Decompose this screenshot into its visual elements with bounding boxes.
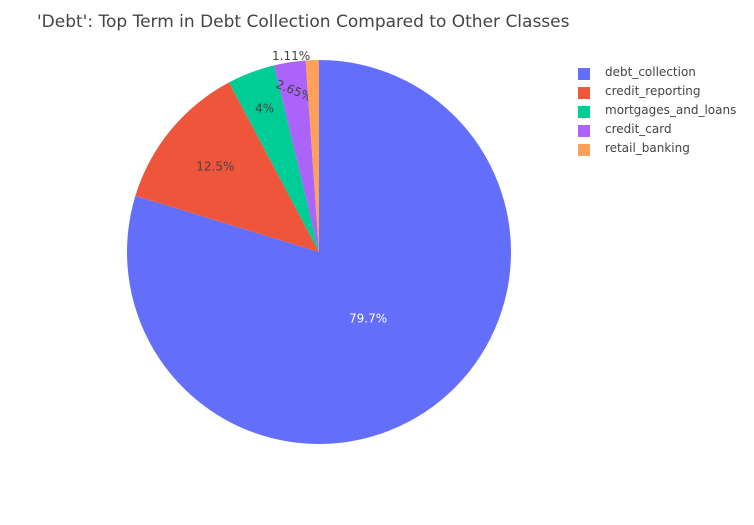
legend-label: credit_card <box>605 122 672 136</box>
legend-label: credit_reporting <box>605 84 701 98</box>
slice-value-label: 79.7% <box>349 311 387 325</box>
legend-label: debt_collection <box>605 65 696 79</box>
legend-item-retail-banking[interactable]: retail_banking <box>578 140 748 159</box>
slice-value-label: 12.5% <box>196 159 234 173</box>
pie-slice-retail-banking[interactable] <box>305 60 319 252</box>
legend-item-credit-card[interactable]: credit_card <box>578 121 748 140</box>
legend-item-mortgages-and-loans[interactable]: mortgages_and_loans <box>578 102 748 121</box>
chart-title: 'Debt': Top Term in Debt Collection Comp… <box>37 12 570 32</box>
legend-swatch <box>578 68 590 80</box>
pie-slice-credit-reporting[interactable] <box>135 82 319 252</box>
slice-value-label: 1.11% <box>272 49 310 63</box>
legend-swatch <box>578 144 590 156</box>
pie-slice-mortgages-and-loans[interactable] <box>229 65 319 252</box>
legend-item-debt-collection[interactable]: debt_collection <box>578 64 748 83</box>
legend-swatch <box>578 87 590 99</box>
legend: debt_collection credit_reporting mortgages… <box>578 64 748 159</box>
legend-label: mortgages_and_loans <box>605 103 737 117</box>
pie-slice-debt-collection[interactable] <box>127 60 512 444</box>
legend-swatch <box>578 106 590 118</box>
legend-swatch <box>578 125 590 137</box>
legend-label: retail_banking <box>605 141 690 155</box>
legend-item-credit-reporting[interactable]: credit_reporting <box>578 83 748 102</box>
slice-value-label: 4% <box>255 101 274 115</box>
pie-slice-credit-card[interactable] <box>274 60 319 253</box>
